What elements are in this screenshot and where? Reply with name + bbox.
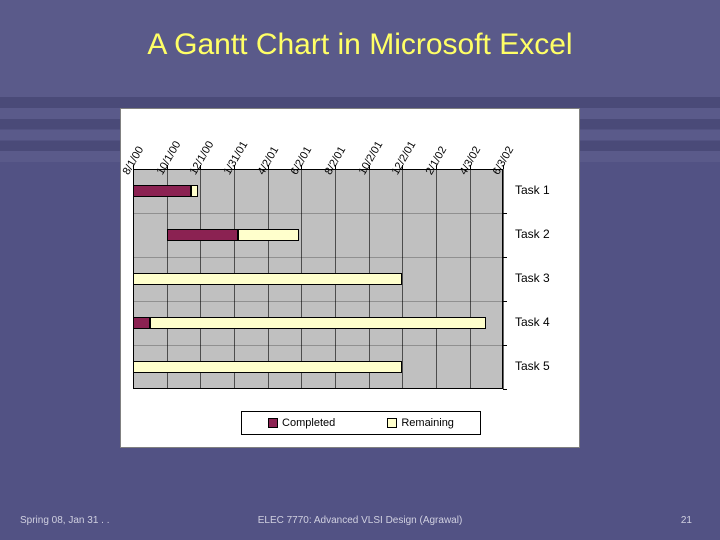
bar-completed bbox=[133, 317, 150, 329]
row-divider bbox=[133, 213, 503, 214]
legend-swatch-completed bbox=[268, 418, 278, 428]
legend-item-remaining: Remaining bbox=[387, 417, 454, 429]
x-gridline bbox=[436, 169, 437, 389]
legend-swatch-remaining bbox=[387, 418, 397, 428]
legend-item-completed: Completed bbox=[268, 417, 335, 429]
bar-completed bbox=[133, 185, 191, 197]
y-tick bbox=[503, 213, 507, 214]
task-label: Task 3 bbox=[511, 271, 573, 285]
x-gridline bbox=[503, 169, 504, 389]
legend-label: Completed bbox=[282, 417, 335, 429]
y-tick bbox=[503, 345, 507, 346]
y-tick bbox=[503, 257, 507, 258]
row-divider bbox=[133, 257, 503, 258]
task-label: Task 2 bbox=[511, 227, 573, 241]
x-gridline bbox=[402, 169, 403, 389]
x-gridline bbox=[470, 169, 471, 389]
task-label: Task 1 bbox=[511, 183, 573, 197]
row-divider bbox=[133, 301, 503, 302]
y-tick bbox=[503, 389, 507, 390]
row-divider bbox=[133, 345, 503, 346]
x-axis-label: 6/3/02 bbox=[491, 145, 517, 177]
bar-remaining bbox=[133, 361, 402, 373]
footer: Spring 08, Jan 31 . . ELEC 7770: Advance… bbox=[0, 515, 720, 526]
bar-remaining bbox=[238, 229, 299, 241]
gantt-chart: 8/1/0010/1/0012/1/001/31/014/2/016/2/018… bbox=[120, 108, 580, 448]
task-label: Task 5 bbox=[511, 359, 573, 373]
footer-center: ELEC 7770: Advanced VLSI Design (Agrawal… bbox=[0, 515, 720, 526]
bar-remaining bbox=[191, 185, 198, 197]
legend: Completed Remaining bbox=[241, 411, 481, 435]
task-label: Task 4 bbox=[511, 315, 573, 329]
bar-remaining bbox=[150, 317, 487, 329]
page-title: A Gantt Chart in Microsoft Excel bbox=[0, 0, 720, 62]
bar-completed bbox=[167, 229, 239, 241]
y-tick bbox=[503, 301, 507, 302]
bar-remaining bbox=[133, 273, 402, 285]
legend-label: Remaining bbox=[401, 417, 454, 429]
